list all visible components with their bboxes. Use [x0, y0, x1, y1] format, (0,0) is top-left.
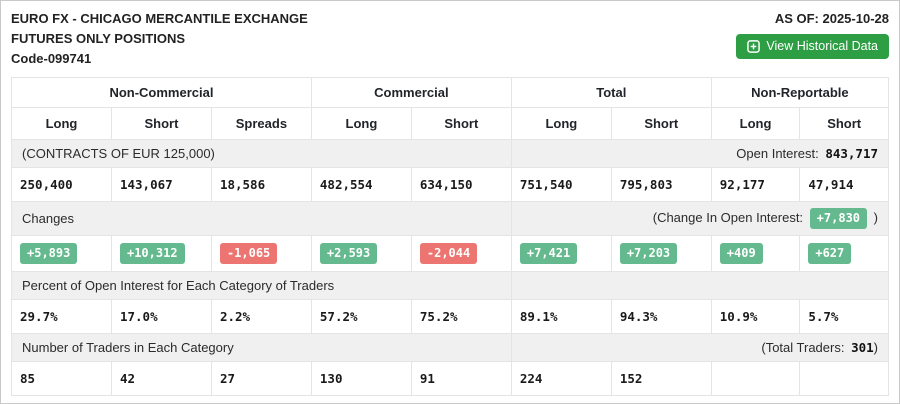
traders-cell: 224: [510, 361, 612, 397]
traders-cell: 152: [610, 361, 712, 397]
traders-cell: 91: [410, 361, 512, 397]
changes-band-label: Changes: [11, 200, 512, 237]
traders-band-row: Number of Traders in Each Category (Tota…: [11, 333, 890, 363]
page-header: EURO FX - CHICAGO MERCANTILE EXCHANGE FU…: [11, 9, 889, 69]
change-in-oi-badge: +7,830: [809, 208, 868, 230]
group-header-non-commercial: Non-Commercial: [11, 77, 312, 108]
traders-cell: [710, 361, 801, 397]
change-badge: +627: [808, 243, 852, 265]
change-cell: +627: [799, 235, 889, 273]
change-badge: +7,203: [619, 243, 678, 265]
change-badge: +2,593: [319, 243, 378, 265]
traders-cell: 85: [11, 361, 112, 397]
change-cell: +7,203: [610, 235, 712, 273]
percent-band-label: Percent of Open Interest for Each Catego…: [11, 271, 512, 301]
column-header-nc-spreads: Spreads: [210, 107, 312, 140]
change-cell: +10,312: [110, 235, 212, 273]
change-badge: +409: [719, 243, 763, 265]
column-header-c-short: Short: [410, 107, 512, 140]
title-block: EURO FX - CHICAGO MERCANTILE EXCHANGE FU…: [11, 9, 308, 69]
percent-cell: 17.0%: [110, 299, 212, 335]
change-cell: -2,044: [410, 235, 512, 273]
percent-band-row: Percent of Open Interest for Each Catego…: [11, 271, 890, 301]
percent-band-right-cell: [510, 271, 890, 301]
contract-code: Code-099741: [11, 51, 92, 66]
view-historical-data-label: View Historical Data: [766, 39, 878, 53]
position-cell: 18,586: [210, 167, 312, 202]
as-of-date-label: AS OF: 2025-10-28: [774, 11, 889, 26]
percent-cell: 29.7%: [11, 299, 112, 335]
open-interest-value: 843,717: [825, 146, 878, 161]
open-interest-cell: Open Interest: 843,717: [510, 139, 890, 168]
column-header-nr-long: Long: [710, 107, 801, 140]
header-right: AS OF: 2025-10-28 View Historical Data: [736, 9, 889, 59]
change-cell: +7,421: [510, 235, 612, 273]
change-badge: -2,044: [419, 243, 478, 265]
contracts-band-label: (CONTRACTS OF EUR 125,000): [11, 139, 512, 168]
position-cell: 751,540: [510, 167, 612, 202]
percent-cell: 89.1%: [510, 299, 612, 335]
group-header-row: Non-Commercial Commercial Total Non-Repo…: [11, 77, 890, 108]
position-cell: 634,150: [410, 167, 512, 202]
percent-cell: 57.2%: [310, 299, 412, 335]
changes-band-row: Changes (Change In Open Interest: +7,830…: [11, 200, 890, 237]
contracts-band-row: (CONTRACTS OF EUR 125,000) Open Interest…: [11, 139, 890, 168]
change-in-oi-prefix: (Change In Open Interest:: [652, 210, 804, 225]
position-cell: 92,177: [710, 167, 801, 202]
change-in-open-interest-cell: (Change In Open Interest: +7,830 ): [510, 200, 890, 237]
traders-cell: [799, 361, 889, 397]
group-header-total: Total: [510, 77, 712, 108]
traders-cell: 27: [210, 361, 312, 397]
group-header-non-reportable: Non-Reportable: [710, 77, 890, 108]
column-header-nc-short: Short: [110, 107, 212, 140]
change-badge: +5,893: [20, 243, 78, 265]
changes-row: +5,893 +10,312 -1,065 +2,593 -2,044 +7,4…: [11, 235, 889, 273]
percent-cell: 2.2%: [210, 299, 312, 335]
percents-row: 29.7% 17.0% 2.2% 57.2% 75.2% 89.1% 94.3%…: [11, 299, 889, 335]
change-cell: -1,065: [210, 235, 312, 273]
percent-cell: 94.3%: [610, 299, 712, 335]
total-traders-cell: (Total Traders: 301): [510, 333, 890, 363]
percent-cell: 10.9%: [710, 299, 801, 335]
column-header-t-long: Long: [510, 107, 612, 140]
traders-band-label: Number of Traders in Each Category: [11, 333, 512, 363]
position-cell: 47,914: [799, 167, 889, 202]
total-traders-value: 301: [851, 340, 874, 356]
column-header-nc-long: Long: [11, 107, 112, 140]
traders-cell: 130: [310, 361, 412, 397]
column-header-row: Long Short Spreads Long Short Long Short…: [11, 107, 889, 140]
open-interest-label: Open Interest:: [736, 146, 819, 161]
position-cell: 250,400: [11, 167, 112, 202]
column-header-nr-short: Short: [799, 107, 889, 140]
total-traders-suffix: ): [873, 340, 878, 356]
page-subtitle: FUTURES ONLY POSITIONS: [11, 31, 186, 46]
change-badge: +10,312: [119, 243, 185, 265]
traders-row: 85 42 27 130 91 224 152: [11, 361, 889, 397]
position-cell: 795,803: [610, 167, 712, 202]
traders-cell: 42: [110, 361, 212, 397]
change-badge: -1,065: [219, 243, 278, 265]
total-traders-prefix: (Total Traders:: [761, 340, 845, 356]
group-header-commercial: Commercial: [310, 77, 512, 108]
page-title: EURO FX - CHICAGO MERCANTILE EXCHANGE: [11, 11, 308, 26]
column-header-c-long: Long: [310, 107, 412, 140]
change-cell: +5,893: [11, 235, 112, 273]
position-cell: 482,554: [310, 167, 412, 202]
change-in-oi-suffix: ): [873, 210, 878, 225]
percent-cell: 5.7%: [799, 299, 889, 335]
percent-cell: 75.2%: [410, 299, 512, 335]
change-cell: +2,593: [310, 235, 412, 273]
cot-table: Non-Commercial Commercial Total Non-Repo…: [11, 77, 890, 397]
view-historical-data-button[interactable]: View Historical Data: [736, 34, 889, 59]
plus-square-icon: [747, 39, 761, 53]
column-header-t-short: Short: [610, 107, 712, 140]
position-cell: 143,067: [110, 167, 212, 202]
positions-row: 250,400 143,067 18,586 482,554 634,150 7…: [11, 167, 889, 202]
change-badge: +7,421: [519, 243, 578, 265]
change-cell: +409: [710, 235, 801, 273]
